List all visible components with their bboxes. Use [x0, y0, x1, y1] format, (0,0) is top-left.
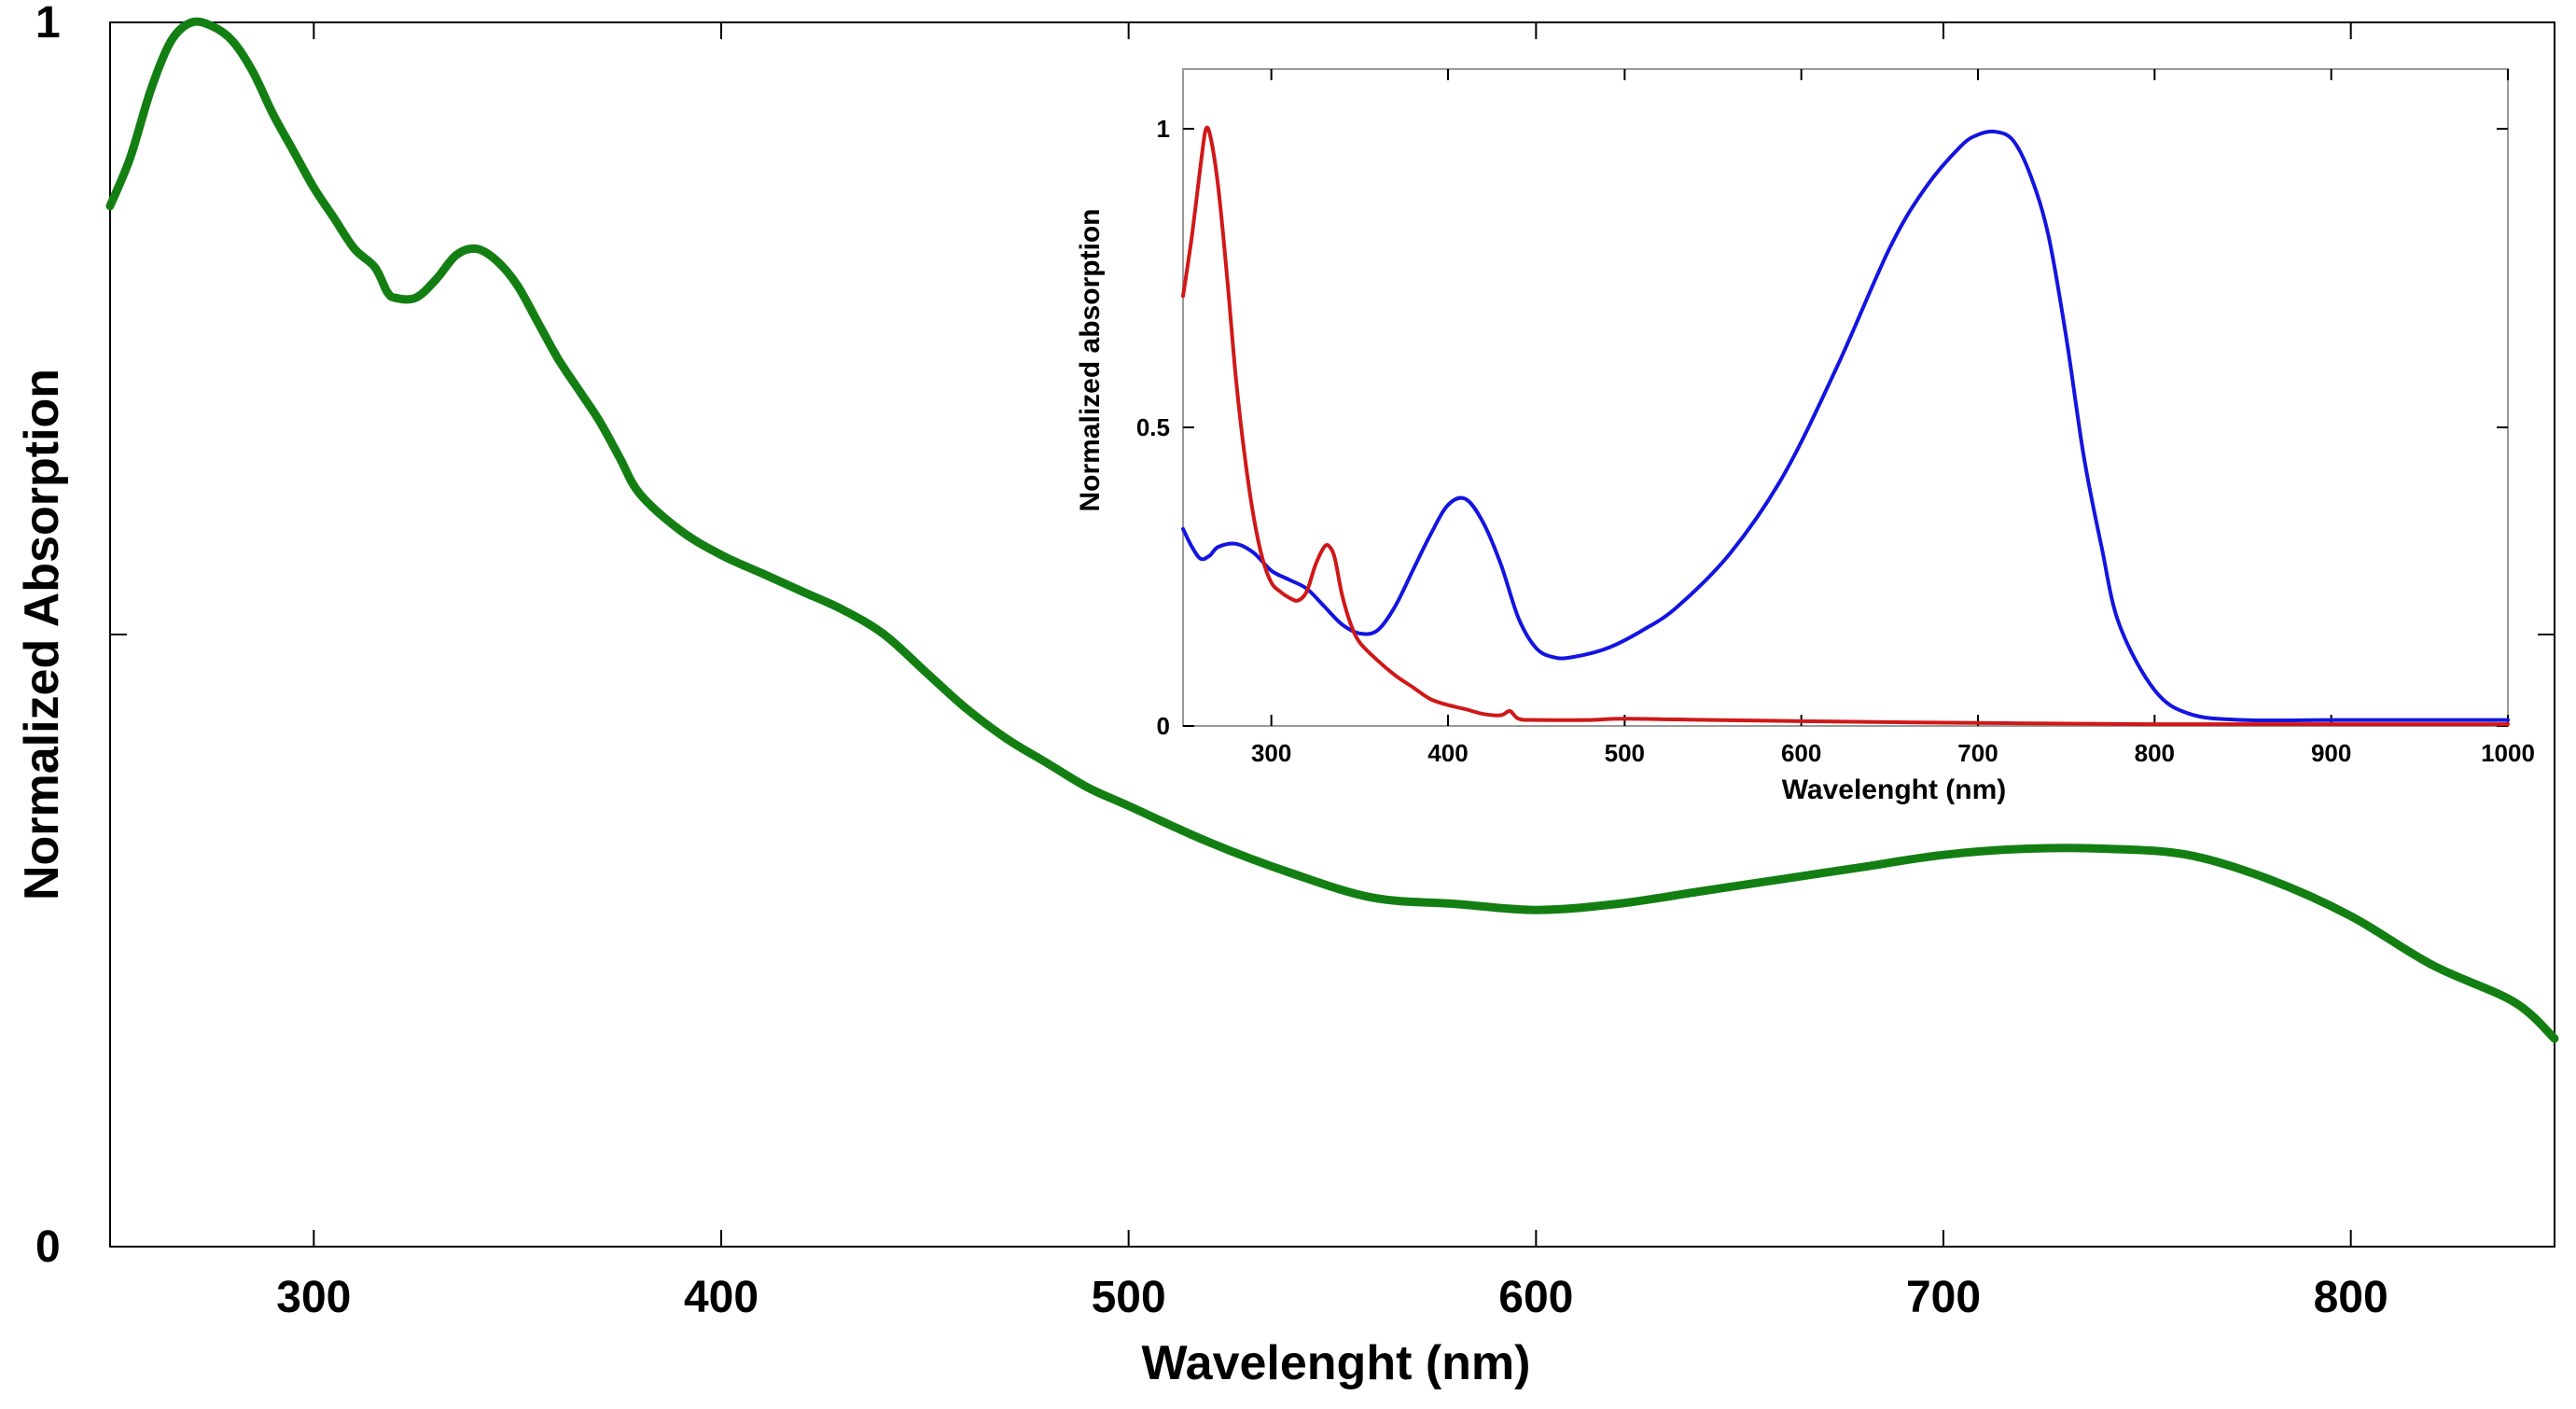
- inset-x-tick-label: 800: [2135, 739, 2175, 767]
- main-x-tick-label: 500: [1092, 1273, 1166, 1322]
- inset-series-red-line: [1181, 125, 2510, 727]
- inset-x-ticks: 300 400 500 600 700 800 900 1000: [1251, 69, 2535, 767]
- main-x-axis-label: Wavelenght (nm): [1142, 1336, 1531, 1390]
- inset-x-tick-label: 600: [1781, 739, 1821, 767]
- main-x-tick-label: 400: [684, 1273, 759, 1322]
- main-x-tick-label: 800: [2314, 1273, 2388, 1322]
- main-x-tick-label: 700: [1906, 1273, 1981, 1322]
- inset-x-axis-label: Wavelenght (nm): [1782, 774, 2007, 805]
- inset-y-tick-label: 0: [1157, 712, 1170, 740]
- main-y-tick-label: 1: [35, 0, 61, 48]
- inset-x-tick-label: 700: [1957, 739, 1998, 767]
- inset-x-tick-label: 400: [1427, 739, 1468, 767]
- main-y-tick-label: 0: [35, 1222, 61, 1272]
- main-y-ticks: 01: [35, 0, 2555, 1272]
- inset-y-axis-label: Normalized absorption: [1075, 208, 1106, 511]
- main-chart: 300 400 500 600 700 800 01 Wavelenght (nm) No…: [15, 0, 2559, 1390]
- main-x-tick-label: 600: [1498, 1273, 1573, 1322]
- main-x-tick-label: 300: [276, 1273, 351, 1322]
- inset-y-tick-label: 0.5: [1136, 413, 1170, 441]
- inset-x-tick-label: 1000: [2481, 739, 2535, 767]
- inset-x-tick-label: 300: [1251, 739, 1291, 767]
- inset-series-blue-line: [1181, 129, 2510, 723]
- main-x-ticks: 300 400 500 600 700 800: [276, 22, 2388, 1322]
- inset-background: [1183, 69, 2508, 726]
- inset-y-tick-label: 1: [1157, 115, 1170, 143]
- main-series-green-line: [105, 17, 2559, 1043]
- inset-chart: 300 400 500 600 700 800 900 1000 00.51 Waveleng…: [1075, 68, 2535, 805]
- inset-x-tick-label: 900: [2311, 739, 2351, 767]
- inset-y-ticks: 00.51: [1136, 115, 2508, 740]
- inset-x-tick-label: 500: [1605, 739, 1645, 767]
- inset-plot-frame: [1182, 68, 2509, 727]
- main-y-axis-label: Normalized Absorption: [15, 369, 69, 900]
